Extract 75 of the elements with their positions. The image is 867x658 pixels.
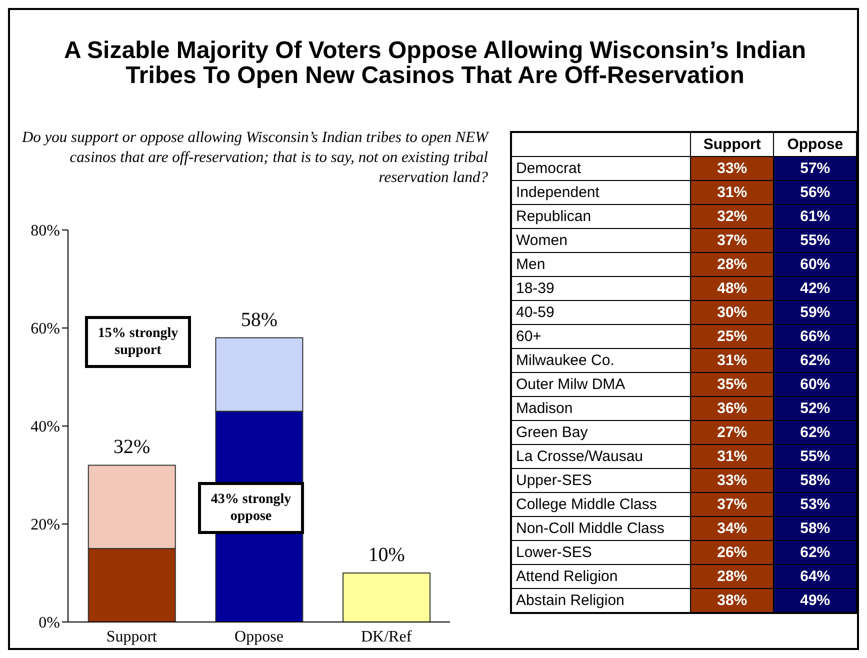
y-tick-label: Lower-SES [511, 540, 690, 564]
annotation: 43% strongly oppose [198, 482, 304, 534]
data-label: 49% [774, 588, 857, 613]
x-tick-label: DK/Ref [361, 628, 412, 646]
data-label: 37% [690, 228, 774, 252]
data-label: 58% [774, 468, 857, 492]
data-label: 62% [774, 420, 857, 444]
y-tick-label: Madison [511, 396, 690, 420]
data-label: 57% [774, 156, 857, 180]
data-label: 53% [774, 492, 857, 516]
annotation: 15% strongly support [85, 316, 191, 368]
x-tick-label: Oppose [234, 628, 284, 646]
data-label: 66% [774, 324, 857, 348]
data-label: 32% [690, 204, 774, 228]
data-label: 56% [774, 180, 857, 204]
data-label: 55% [774, 444, 857, 468]
data-label: 26% [690, 540, 774, 564]
y-tick-label: Milwaukee Co. [511, 348, 690, 372]
data-label: 60% [774, 252, 857, 276]
y-tick-label: Democrat [511, 156, 690, 180]
y-tick-label: Outer Milw DMA [511, 372, 690, 396]
data-label: 55% [774, 228, 857, 252]
x-tick-label: Support [106, 628, 158, 646]
data-label: 31% [690, 348, 774, 372]
chart-subtitle: Do you support or oppose allowing Wisconsin’s Indian tribes to open NEW casinos that are off-reservation; that is to say, not on existing tribal reservation land? [20, 128, 488, 188]
data-label: 52% [774, 396, 857, 420]
y-tick-label: 18-39 [511, 276, 690, 300]
y-tick-label: 40% [30, 418, 60, 436]
y-tick-label: 40-59 [511, 300, 690, 324]
y-tick-label: 60+ [511, 324, 690, 348]
data-label: 58% [774, 516, 857, 540]
y-tick-label: Men [511, 252, 690, 276]
chart-title: A Sizable Majority Of Voters Oppose Allowing Wisconsin’s Indian Tribes To Open New Casinos That Are Off-Reservation [62, 37, 808, 89]
y-tick-label: 80% [30, 222, 60, 240]
data-label: 31% [690, 180, 774, 204]
y-tick-label: College Middle Class [511, 492, 690, 516]
data-label: 31% [690, 444, 774, 468]
data-label: 62% [774, 540, 857, 564]
data-label: 36% [690, 396, 774, 420]
y-tick-label: Non-Coll Middle Class [511, 516, 690, 540]
data-label: 33% [690, 156, 774, 180]
bar [342, 572, 431, 622]
y-tick-label: La Crosse/Wausau [511, 444, 690, 468]
y-tick-label: 0% [38, 614, 60, 632]
data-label: 25% [690, 324, 774, 348]
data-label: 59% [774, 300, 857, 324]
total-label: 58% [240, 308, 278, 331]
y-tick-label: Women [511, 228, 690, 252]
data-label: 34% [690, 516, 774, 540]
y-tick-label: Republican [511, 204, 690, 228]
y-tick-label: 20% [30, 516, 60, 534]
data-label: 27% [690, 420, 774, 444]
data-label: 61% [774, 204, 857, 228]
data-label: 30% [690, 300, 774, 324]
y-tick-label: Independent [511, 180, 690, 204]
x-tick-label: Support [690, 132, 774, 156]
data-label: 64% [774, 564, 857, 588]
y-tick-label: Attend Religion [511, 564, 690, 588]
data-label: 35% [690, 372, 774, 396]
data-label: 28% [690, 564, 774, 588]
data-label: 28% [690, 252, 774, 276]
total-label: 10% [368, 544, 405, 566]
y-tick-label: Green Bay [511, 420, 690, 444]
total-label: 32% [114, 436, 150, 458]
data-label: 38% [690, 588, 774, 613]
data-label: 37% [690, 492, 774, 516]
data-label: 33% [690, 468, 774, 492]
data-label: 48% [690, 276, 774, 300]
y-tick-label: 60% [30, 320, 60, 338]
y-tick-label: Abstain Religion [511, 588, 690, 613]
data-label: 62% [774, 348, 857, 372]
y-tick-label: Upper-SES [511, 468, 690, 492]
x-tick-label: Oppose [774, 132, 857, 156]
data-label: 42% [774, 276, 857, 300]
data-label: 60% [774, 372, 857, 396]
